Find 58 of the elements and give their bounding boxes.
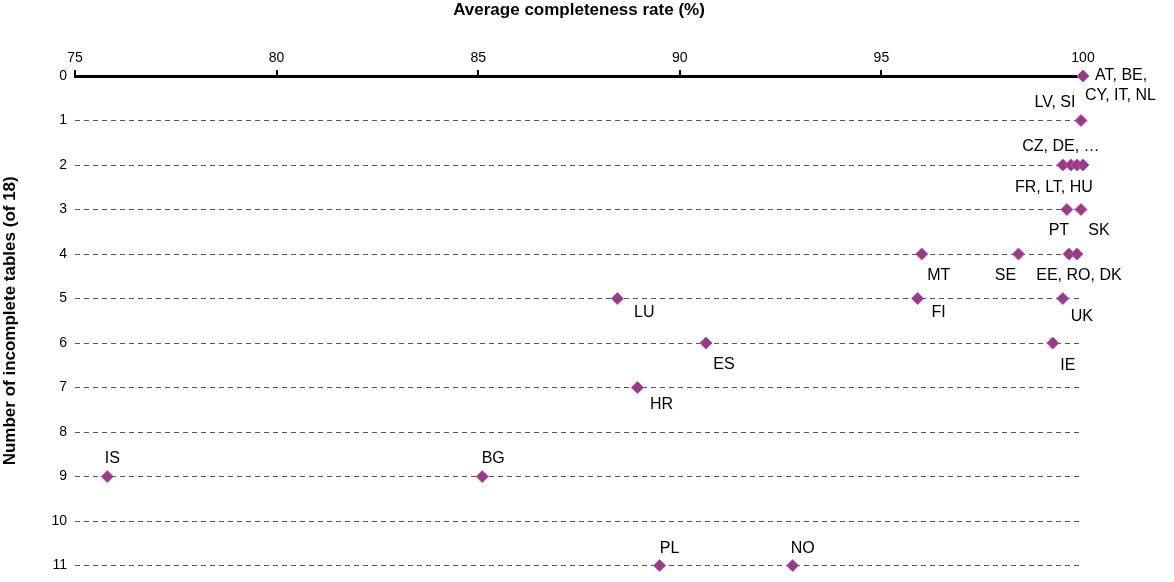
- y-tick-label: 2: [59, 155, 68, 172]
- annotation: SK: [1088, 220, 1110, 238]
- y-tick-label: 5: [59, 289, 68, 306]
- x-tick-label: 80: [268, 49, 285, 66]
- x-tick-label: 75: [67, 49, 83, 66]
- y-tick-label: 1: [59, 111, 68, 128]
- annotation: HR: [649, 394, 674, 412]
- y-tick-label: 4: [59, 244, 68, 261]
- point: [915, 247, 929, 261]
- annotation: ES: [713, 355, 735, 373]
- annotation: LV, SI: [1034, 92, 1076, 110]
- point: [1076, 69, 1090, 83]
- annotation: AT, BE,: [1095, 66, 1148, 84]
- x-tick-label: 100: [1071, 49, 1095, 66]
- point: [100, 470, 114, 484]
- x-tick-label: 95: [873, 49, 890, 66]
- y-tick-label: 10: [51, 511, 68, 528]
- point: [1076, 158, 1090, 172]
- annotation: FR, LT, HU: [1014, 178, 1093, 196]
- y-tick-label: 7: [59, 378, 68, 395]
- y-tick-label: 11: [52, 556, 68, 573]
- point: [911, 292, 925, 306]
- point: [1074, 114, 1088, 128]
- point: [786, 559, 800, 573]
- x-axis-title: Average completeness rate (%): [453, 0, 705, 19]
- annotation: EE, RO, DK: [1036, 266, 1122, 284]
- point: [610, 292, 624, 306]
- y-tick-label: 3: [59, 200, 68, 217]
- point: [630, 381, 644, 395]
- y-axis-title: Number of incomplete tables (of 18): [0, 176, 19, 466]
- x-tick-label: 85: [470, 49, 487, 66]
- point: [653, 559, 667, 573]
- point: [1074, 203, 1088, 217]
- annotation: IE: [1060, 356, 1076, 374]
- y-tick-label: 6: [59, 333, 68, 350]
- annotation: LU: [634, 302, 655, 320]
- annotation: PL: [659, 539, 680, 557]
- point: [475, 470, 489, 484]
- point: [699, 336, 713, 350]
- annotation: IS: [104, 448, 120, 466]
- annotation: CZ, DE, …: [1022, 137, 1100, 155]
- annotation: BG: [481, 448, 505, 466]
- annotation: UK: [1070, 306, 1094, 324]
- annotation: PT: [1048, 220, 1070, 238]
- annotation: SE: [994, 266, 1017, 284]
- point: [1056, 292, 1070, 306]
- point: [1070, 247, 1084, 261]
- annotation: CY, IT, NL: [1085, 86, 1156, 104]
- point: [1060, 203, 1074, 217]
- annotation: FI: [931, 302, 946, 320]
- y-tick-label: 8: [59, 422, 68, 439]
- x-tick-label: 90: [672, 49, 688, 66]
- y-tick-label: 9: [59, 467, 68, 484]
- annotation: NO: [790, 539, 815, 557]
- point: [1046, 336, 1060, 350]
- point: [1011, 247, 1025, 261]
- y-tick-label: 0: [59, 66, 68, 83]
- annotation: MT: [927, 266, 951, 284]
